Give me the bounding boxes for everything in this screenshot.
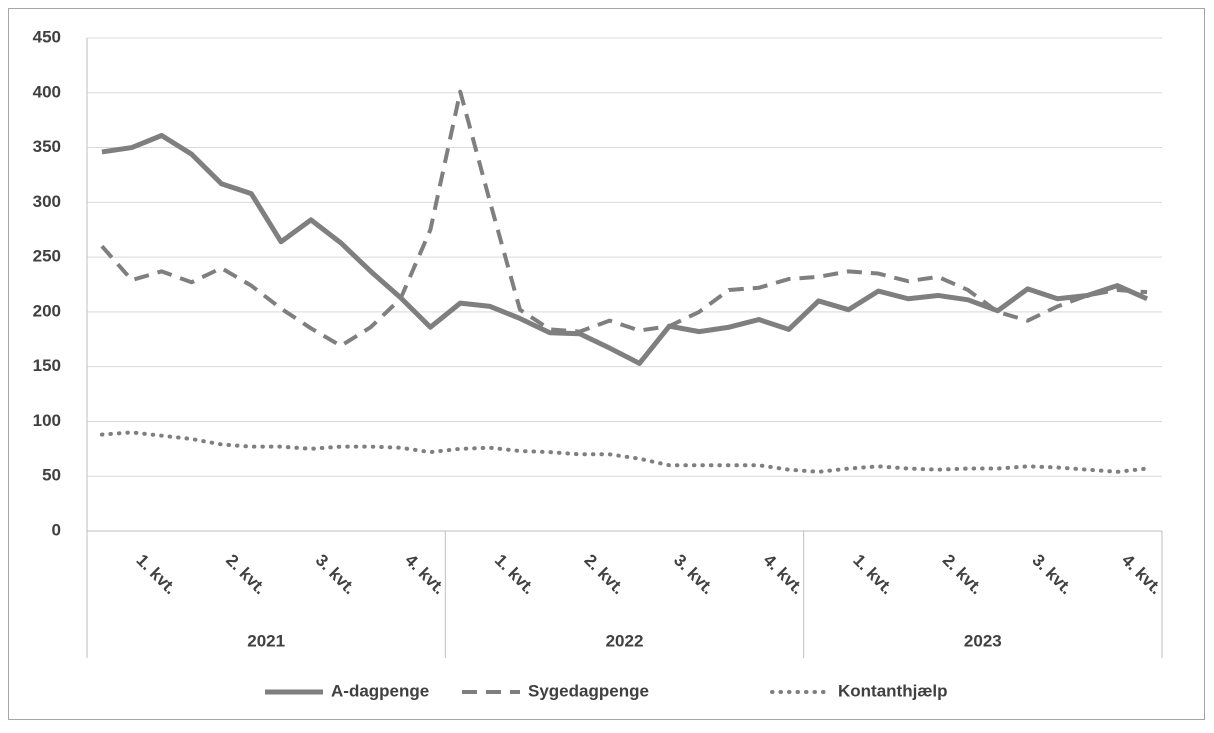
- y-tick-label: 150: [33, 356, 61, 375]
- y-tick-label: 250: [33, 247, 61, 266]
- legend-label: A-dagpenge: [331, 681, 429, 700]
- chart-border: [8, 8, 1205, 720]
- y-tick-label: 50: [42, 466, 61, 485]
- group-label: 2022: [606, 631, 644, 650]
- y-tick-label: 300: [33, 192, 61, 211]
- group-label: 2023: [964, 631, 1002, 650]
- legend-label: Kontanthjælp: [838, 681, 948, 700]
- series-line: [101, 133, 1149, 366]
- y-tick-label: 0: [52, 520, 61, 539]
- series-line: [99, 430, 1150, 474]
- y-tick-label: 450: [33, 27, 61, 46]
- y-tick-label: 400: [33, 82, 61, 101]
- y-tick-label: 100: [33, 411, 61, 430]
- y-tick-label: 200: [33, 301, 61, 320]
- legend-label: Sygedagpenge: [528, 681, 649, 700]
- y-tick-label: 350: [33, 137, 61, 156]
- group-label: 2021: [247, 631, 285, 650]
- series-line: [100, 89, 1148, 348]
